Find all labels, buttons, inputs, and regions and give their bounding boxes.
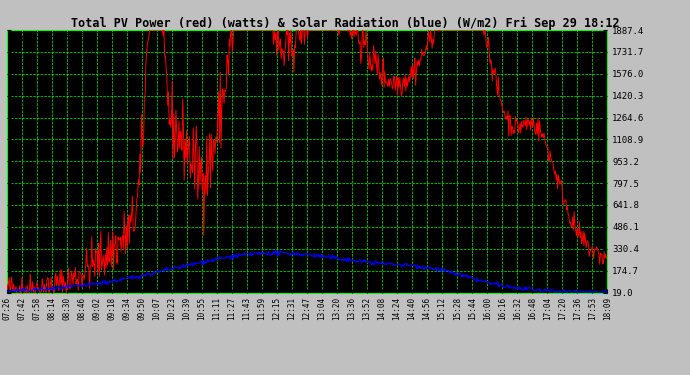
Text: Copyright 2006 Cartronics.com: Copyright 2006 Cartronics.com [10, 34, 144, 43]
Text: Total PV Power (red) (watts) & Solar Radiation (blue) (W/m2) Fri Sep 29 18:12: Total PV Power (red) (watts) & Solar Rad… [70, 17, 620, 30]
